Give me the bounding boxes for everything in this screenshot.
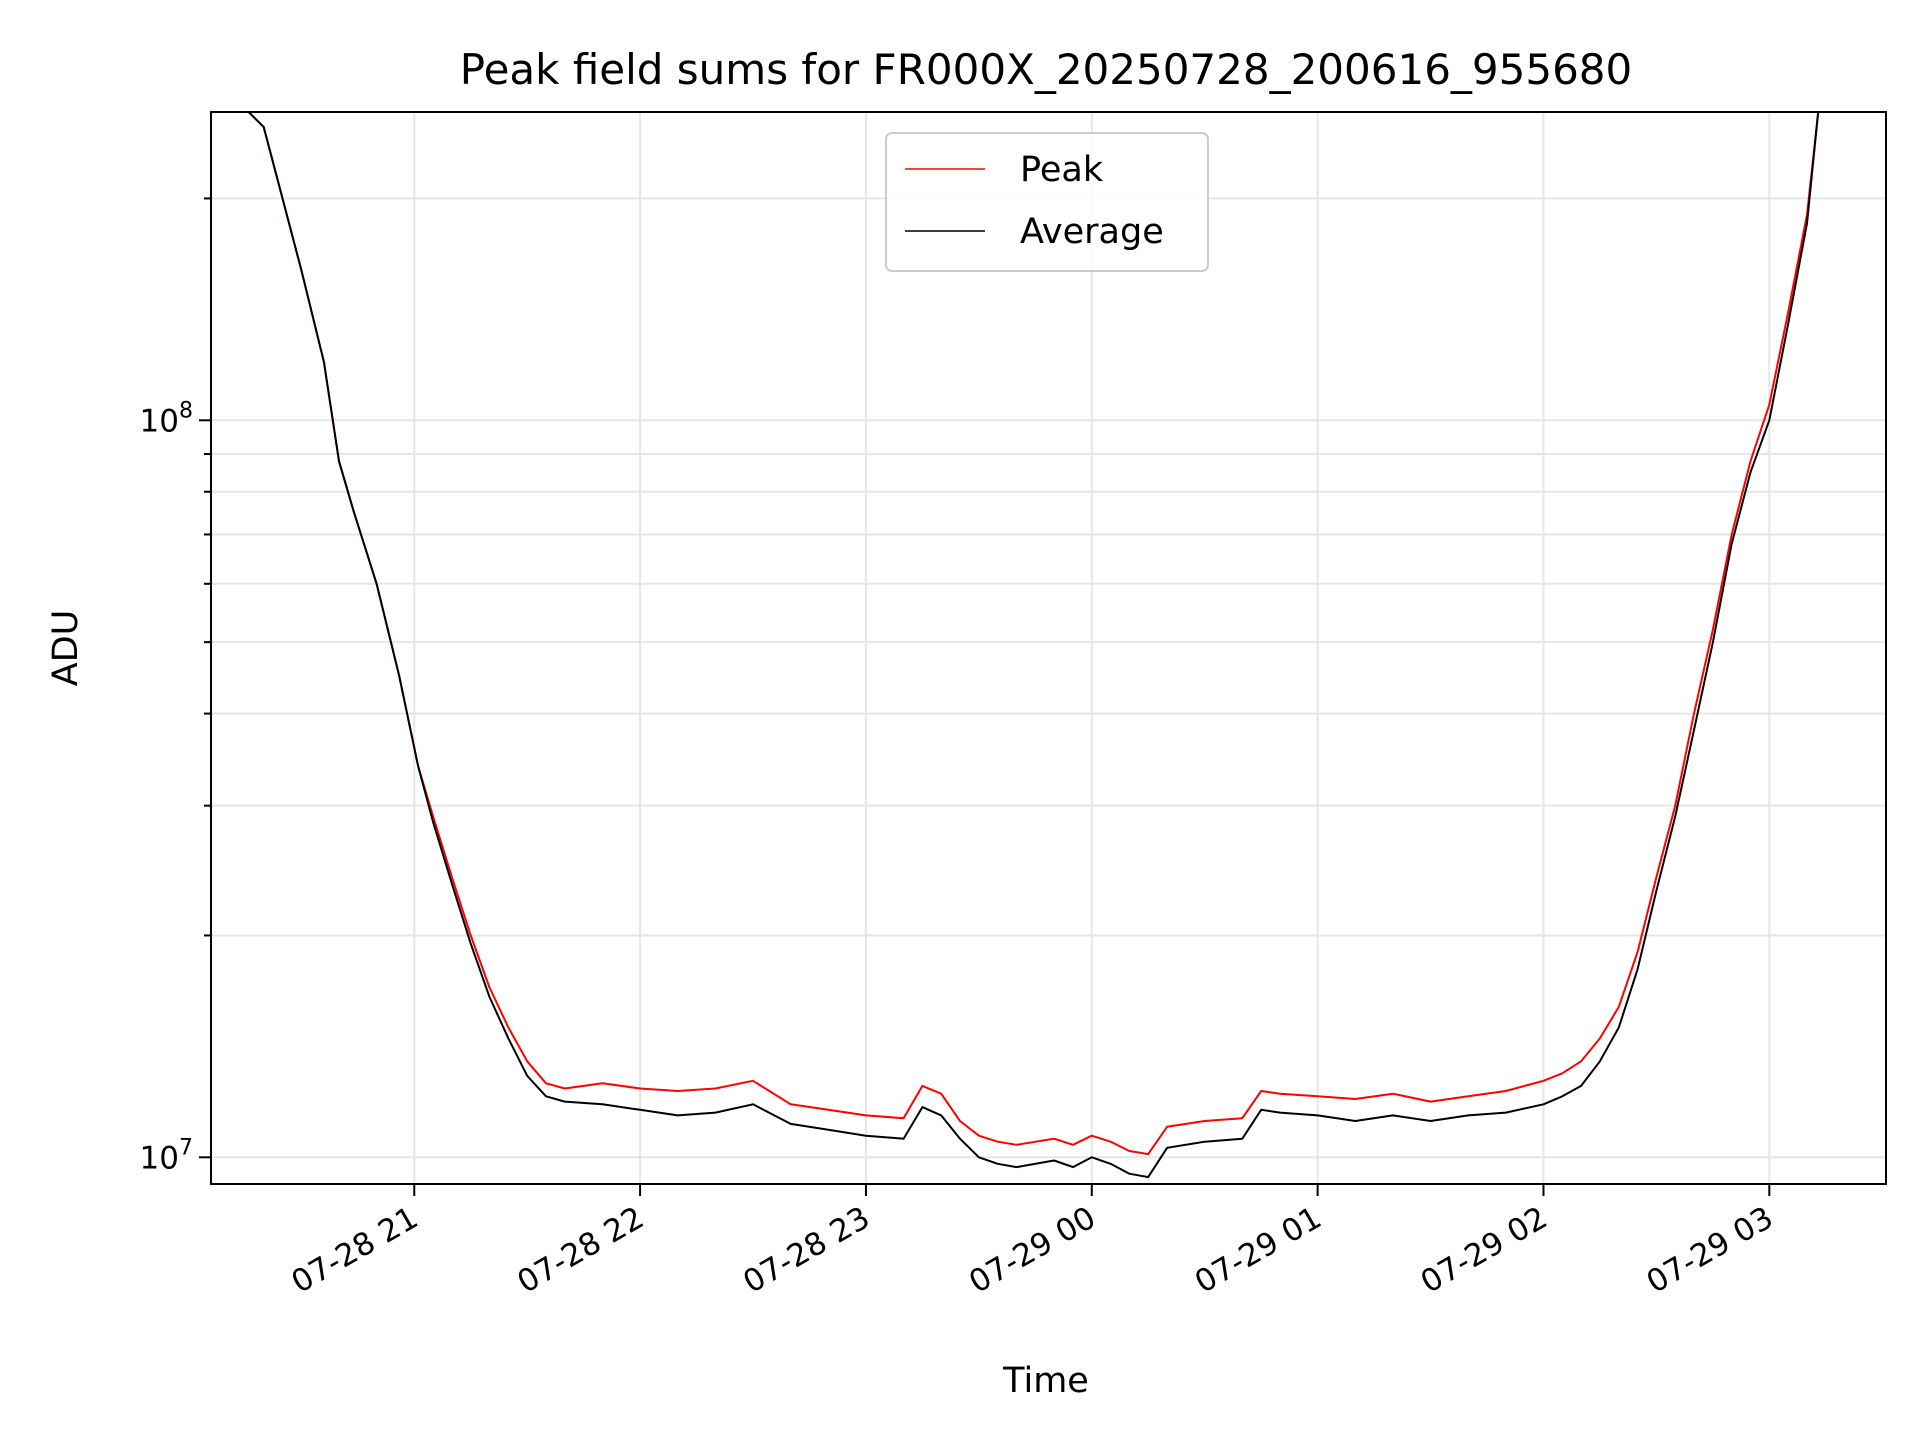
x-axis: 07-28 21 07-28 22 07-28 23 07-29 00 07-29 01… xyxy=(286,1184,1780,1301)
x-tick-label: 07-29 03 xyxy=(1641,1200,1780,1301)
x-tick-label: 07-29 02 xyxy=(1415,1200,1554,1301)
y-axis: 107 108 xyxy=(140,197,211,1176)
x-tick-label: 07-28 22 xyxy=(511,1200,650,1301)
plot-frame xyxy=(210,111,1887,1185)
series-line-average xyxy=(211,111,1886,1179)
legend: Peak Average xyxy=(885,132,1209,272)
x-tick-label: 07-29 00 xyxy=(963,1200,1102,1301)
y-tick-label: 108 xyxy=(140,398,193,439)
chart-title: Peak field sums for FR000X_20250728_2006… xyxy=(460,45,1633,94)
y-tick-label: 107 xyxy=(140,1135,193,1176)
legend-box xyxy=(885,132,1209,272)
x-axis-label: Time xyxy=(1002,1361,1089,1401)
series-layer xyxy=(211,111,1886,1179)
x-tick-label: 07-29 01 xyxy=(1189,1200,1328,1301)
series-line-peak xyxy=(211,111,1886,1156)
y-axis-label: ADU xyxy=(46,610,86,687)
legend-label-peak: Peak xyxy=(1020,150,1104,190)
x-tick-label: 07-28 21 xyxy=(286,1200,425,1301)
legend-label-average: Average xyxy=(1020,212,1164,252)
grid xyxy=(211,112,1886,1184)
x-tick-label: 07-28 23 xyxy=(737,1200,876,1301)
